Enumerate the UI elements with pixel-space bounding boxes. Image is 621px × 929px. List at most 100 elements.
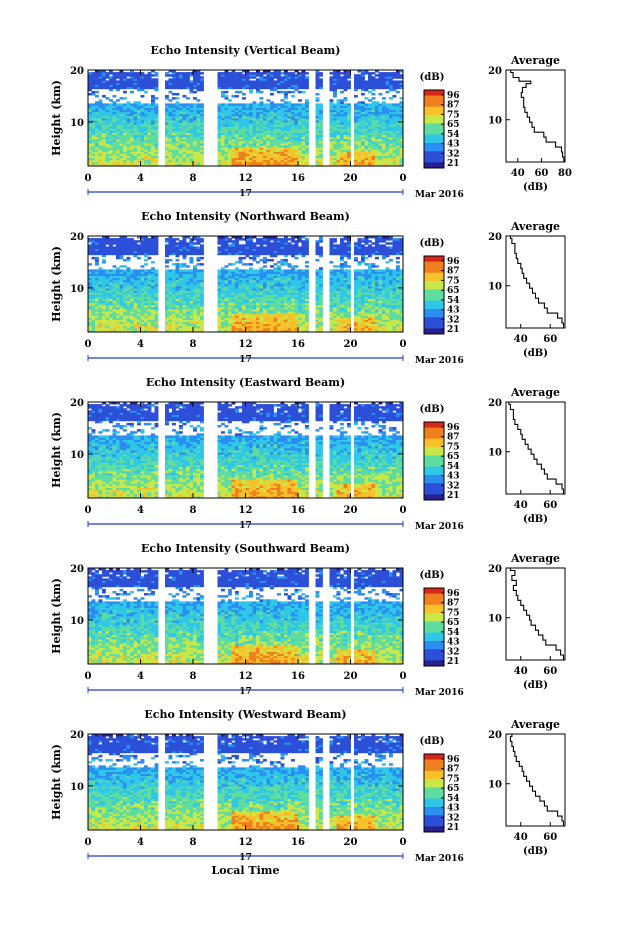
heatmap-cell [333,155,337,159]
heatmap-cell [266,306,271,310]
heatmap-cell [109,304,113,308]
heatmap-cell [224,72,229,75]
heatmap-cell [287,306,292,310]
heatmap-cell [186,309,190,312]
heatmap-cell [347,84,351,88]
heatmap-cell [137,136,141,140]
heatmap-cell [224,82,229,86]
heatmap-cell [357,122,362,125]
heatmap-cell [270,124,274,127]
heatmap-cell [154,88,159,92]
heatmap-cell [361,323,365,327]
heatmap-cell [175,284,180,287]
heatmap-cell [392,143,397,146]
heatmap-cell [256,304,260,308]
heatmap-cell [105,157,110,161]
heatmap-cell [385,163,390,167]
heatmap-cell [109,82,113,86]
heatmap-cell [126,157,131,161]
heatmap-cell [287,145,292,148]
heatmap-cell [189,105,194,108]
heatmap-cell [378,159,383,163]
heatmap-cell [294,149,299,152]
heatmap-cell [165,315,169,318]
heatmap-cell [168,151,173,154]
heatmap-cell [137,118,141,121]
heatmap-cell [172,118,176,121]
heatmap-cell [368,304,372,308]
heatmap-cell [270,118,274,121]
heatmap-cell [151,113,155,117]
heatmap-cell [371,323,376,327]
heatmap-cell [102,294,106,297]
heatmap-cell [126,124,131,127]
heatmap-cell [259,113,264,117]
heatmap-cell [186,74,190,77]
heatmap-cell [189,311,194,314]
heatmap-cell [277,149,281,152]
heatmap-cell [224,103,229,106]
heatmap-cell [301,300,306,304]
heatmap-cell [305,72,309,75]
heatmap-cell [95,159,99,163]
heatmap-cell [238,155,243,159]
heatmap-cell [221,107,225,111]
heatmap-cell [102,132,106,136]
heatmap-cell [270,128,274,131]
heatmap-cell [368,147,372,150]
heatmap-cell [329,325,334,329]
heatmap-cell [193,124,197,127]
heatmap-cell [182,126,187,129]
heatmap-cell [168,149,173,152]
heatmap-cell [179,309,183,312]
heatmap-cell [270,145,274,148]
heatmap-cell [305,124,309,127]
heatmap-cell [382,298,386,302]
heatmap-cell [371,128,376,131]
heatmap-cell [315,118,320,121]
heatmap-cell [144,103,148,106]
heatmap-cell [147,80,152,83]
heatmap-cell [273,313,278,316]
heatmap-cell [147,323,152,327]
heatmap-cell [154,115,159,119]
heatmap-cell [116,120,120,123]
heatmap-cell [277,317,281,320]
heatmap-cell [172,76,176,79]
heatmap-cell [98,319,103,322]
heatmap-cell [399,147,404,150]
heatmap-cell [137,74,141,77]
heatmap-cell [305,304,309,308]
heatmap-cell [371,302,376,306]
heatmap-cell [133,72,138,75]
heatmap-cell [266,286,271,289]
heatmap-cell [343,126,348,129]
heatmap-cell [273,140,278,144]
heatmap-cell [368,325,372,329]
heatmap-cell [151,284,155,287]
heatmap-cell [109,313,113,316]
heatmap-cell [396,105,400,108]
heatmap-cell [245,84,250,88]
heatmap-cell [336,113,341,117]
heatmap-cell [133,325,138,329]
heatmap-cell [217,325,222,329]
heatmap-cell [242,82,246,86]
heatmap-cell [221,286,225,289]
heatmap-cell [235,288,239,291]
heatmap-cell [137,84,141,88]
heatmap-cell [186,306,190,310]
heatmap-cell [378,140,383,144]
heatmap-cell [354,309,358,312]
heatmap-cell [126,122,131,125]
heatmap-cell [235,321,239,325]
heatmap-cell [102,157,106,161]
heatmap-cell [140,109,145,113]
heatmap-cell [123,118,127,121]
heatmap-cell [88,292,92,295]
heatmap-cell [140,122,145,125]
heatmap-cell [165,132,169,136]
heatmap-cell [361,153,365,156]
heatmap-cell [168,130,173,134]
heatmap-cell [301,321,306,325]
